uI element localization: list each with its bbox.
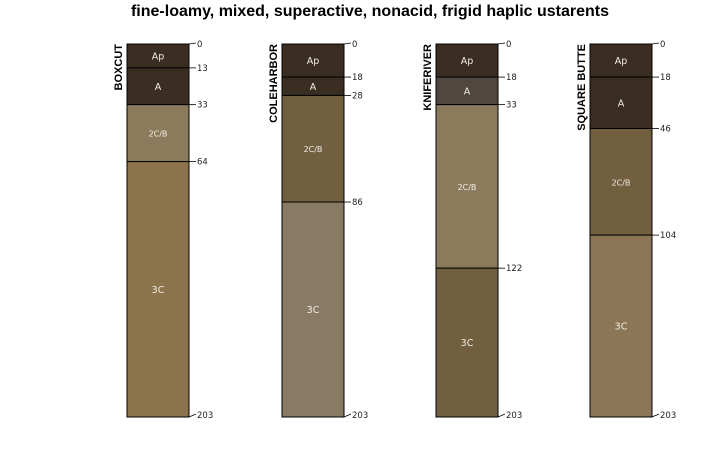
horizon-label: Ap [307, 56, 320, 67]
depth-tick [188, 413, 197, 418]
depth-label: 28 [352, 91, 363, 101]
depth-label: 122 [506, 264, 522, 274]
horizon-label: A [618, 98, 625, 109]
horizon-label: 2C/B [612, 178, 631, 187]
horizon-label: 3C [307, 305, 320, 316]
profile-boxcut: Ap A 2C/B 3C 0 13 33 64 203 BOXCUT [113, 40, 213, 421]
horizon-label: A [155, 82, 162, 93]
depth-tick [497, 413, 506, 418]
profile-square-butte: Ap A 2C/B 3C 0 18 46 104 203 SQUARE BUTTE [576, 40, 676, 421]
horizon-3c [589, 234, 653, 418]
horizon-ap [435, 43, 499, 78]
horizon-a [589, 76, 653, 130]
horizon-label: 3C [152, 285, 165, 296]
depth-label: 0 [506, 40, 511, 50]
depth-label: 0 [352, 40, 357, 50]
horizon-label: 2C/B [149, 130, 168, 139]
depth-label: 86 [352, 198, 363, 208]
profile-name-label: BOXCUT [113, 44, 125, 91]
profiles-group: Ap A 2C/B 3C 0 13 33 64 203 BOXCUT Ap A 2C/B 3C 0 18 28 8… [113, 40, 676, 421]
profile-name-label: SQUARE BUTTE [576, 44, 588, 131]
horizon-ap [281, 43, 345, 78]
horizon-label: Ap [461, 56, 474, 67]
depth-label: 0 [660, 40, 665, 50]
horizon-label: 3C [615, 322, 628, 333]
horizon-ap [589, 43, 653, 78]
depth-label: 203 [352, 411, 368, 421]
horizon-label: Ap [152, 51, 165, 62]
horizon-2c-b [126, 104, 190, 163]
horizon-label: A [310, 82, 317, 93]
profile-name-label: KNIFERIVER [422, 44, 434, 111]
depth-label: 203 [197, 411, 213, 421]
depth-label: 33 [197, 101, 208, 111]
horizon-label: 2C/B [304, 145, 323, 154]
depth-tick [651, 42, 660, 45]
depth-label: 203 [506, 411, 522, 421]
horizon-label: 2C/B [458, 183, 477, 192]
depth-tick [651, 413, 660, 418]
depth-label: 0 [197, 40, 202, 50]
profile-coleharbor: Ap A 2C/B 3C 0 18 28 86 203 COLEHARBOR [268, 40, 368, 421]
depth-label: 64 [197, 158, 208, 168]
depth-label: 13 [197, 64, 208, 74]
horizon-2c-b [435, 104, 499, 269]
chart-title: fine-loamy, mixed, superactive, nonacid,… [131, 3, 609, 20]
horizon-3c [435, 267, 499, 418]
horizon-3c [281, 201, 345, 418]
depth-tick [343, 42, 352, 45]
horizon-label: 3C [461, 338, 474, 349]
depth-label: 46 [660, 125, 671, 135]
depth-label: 18 [506, 73, 517, 83]
depth-label: 18 [660, 73, 671, 83]
depth-tick [343, 413, 352, 418]
horizon-3c [126, 161, 190, 418]
depth-label: 104 [660, 231, 676, 241]
horizon-a [126, 67, 190, 106]
depth-label: 203 [660, 411, 676, 421]
horizon-2c-b [589, 128, 653, 236]
depth-label: 33 [506, 101, 517, 111]
profile-kniferiver: Ap A 2C/B 3C 0 18 33 122 203 KNIFERIVER [422, 40, 522, 421]
horizon-label: Ap [615, 56, 628, 67]
depth-tick [497, 42, 506, 45]
horizon-label: A [464, 86, 471, 97]
depth-label: 18 [352, 73, 363, 83]
profile-name-label: COLEHARBOR [268, 44, 280, 123]
depth-tick [188, 42, 197, 45]
